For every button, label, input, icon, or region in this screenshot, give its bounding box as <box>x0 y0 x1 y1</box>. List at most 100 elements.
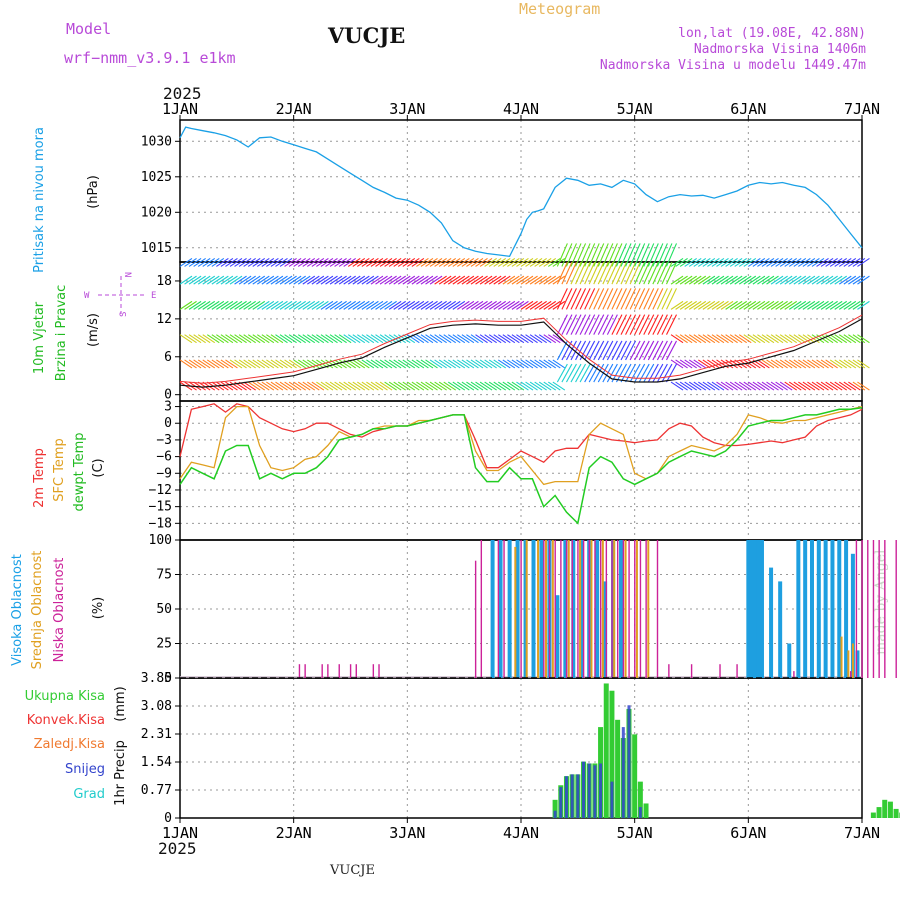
wind-barb <box>802 359 816 369</box>
high-cloud-bar <box>850 553 855 678</box>
wind-barb <box>643 288 655 310</box>
wind-barb <box>556 314 568 335</box>
wind-barb <box>288 300 302 310</box>
wind-barb <box>788 300 802 310</box>
wind-barb <box>565 261 577 285</box>
wind-barb <box>388 257 402 267</box>
wind-barb <box>247 300 261 310</box>
wind-barb <box>615 363 627 383</box>
wind-barb <box>679 359 693 369</box>
wind-barb <box>443 381 457 391</box>
wind-barb <box>766 257 779 267</box>
wind-barb <box>784 334 798 344</box>
y-tick-label: 3.85 <box>141 671 172 686</box>
wind-barb <box>275 359 288 369</box>
wind-barb <box>202 275 216 285</box>
wind-barb <box>834 381 848 391</box>
wind-barb <box>466 334 479 344</box>
wind-barb <box>761 381 775 391</box>
wind-barb <box>670 257 684 267</box>
wind-barb <box>475 334 488 344</box>
wind-barb <box>507 300 520 310</box>
wind-barb <box>375 334 388 344</box>
wind-barb <box>470 257 484 267</box>
wind-barb <box>311 334 325 344</box>
low-cloud-bar <box>605 540 608 678</box>
wind-barb <box>211 300 225 310</box>
y-tick-label: 3.08 <box>141 699 172 714</box>
wind-barb <box>729 275 743 285</box>
wind-barb <box>188 275 202 285</box>
wind-barb <box>711 381 725 391</box>
wind-barb <box>534 300 547 310</box>
wind-barb <box>593 288 605 310</box>
wind-barb <box>229 257 243 267</box>
wind-barb <box>266 275 279 285</box>
wind-barb <box>843 381 857 391</box>
wind-barb <box>638 363 650 383</box>
wind-barb <box>270 381 284 391</box>
wind-barb <box>256 275 270 285</box>
x-tick-label-bottom: 7JAN <box>844 824 880 842</box>
high-cloud-bar <box>823 540 828 678</box>
wind-barb <box>798 257 811 267</box>
wind-barb <box>770 381 784 391</box>
wind-barb <box>470 381 484 391</box>
wind-barb <box>584 261 596 285</box>
wind-barb <box>656 288 668 310</box>
wind-barb <box>420 300 434 310</box>
wind-barb <box>397 300 411 310</box>
mid-cloud-bar <box>545 540 548 678</box>
wind-barb <box>534 275 547 285</box>
wind-barb <box>843 359 857 369</box>
wind-barb <box>407 381 420 391</box>
y-tick-label: 100 <box>149 533 172 548</box>
mid-cloud-bar <box>537 540 540 678</box>
wind-barb <box>684 300 697 310</box>
wind-barb <box>352 275 366 285</box>
high-cloud-bar <box>759 540 764 678</box>
high-cloud-bar <box>611 540 616 678</box>
wind-barb <box>511 381 525 391</box>
wind-barb <box>216 359 229 369</box>
wind-barb <box>438 300 452 310</box>
low-cloud-bar <box>588 540 590 678</box>
wind-barb <box>320 359 334 369</box>
temp-ylabel-c: dewpt Temp <box>72 432 87 511</box>
wind-barb <box>643 314 655 335</box>
high-cloud-bar <box>855 650 860 678</box>
wind-barb <box>702 275 716 285</box>
wind-barb <box>597 288 609 310</box>
wind-barb <box>393 275 406 285</box>
wind-barb <box>757 381 770 391</box>
wind-barb <box>679 275 693 285</box>
wind-barb <box>784 359 798 369</box>
wind-barb <box>825 257 838 267</box>
snow-bar <box>610 781 614 818</box>
wind-barb <box>820 381 834 391</box>
wind-barb <box>411 300 425 310</box>
wind-barb <box>625 243 637 267</box>
wind-barb <box>270 300 284 310</box>
wind-barb <box>334 334 347 344</box>
wind-barb <box>675 334 688 344</box>
wind-barb <box>757 334 770 344</box>
wind-barb <box>516 275 529 285</box>
wind-barb <box>766 275 779 285</box>
wind-barb <box>707 334 720 344</box>
wind-barb <box>288 334 302 344</box>
wind-barb <box>829 381 843 391</box>
wind-barb <box>525 381 538 391</box>
wind-barb <box>807 275 820 285</box>
wind-barb <box>252 334 266 344</box>
wind-barb <box>279 300 293 310</box>
wind-barb <box>493 300 507 310</box>
wind-barb <box>738 275 752 285</box>
snow-bar <box>576 774 580 818</box>
wind-barb <box>425 334 438 344</box>
wind-barb <box>275 334 288 344</box>
wind-barb <box>684 334 697 344</box>
low-cloud-bar <box>560 540 562 678</box>
wind-barb <box>475 257 488 267</box>
wind-barb <box>707 257 720 267</box>
